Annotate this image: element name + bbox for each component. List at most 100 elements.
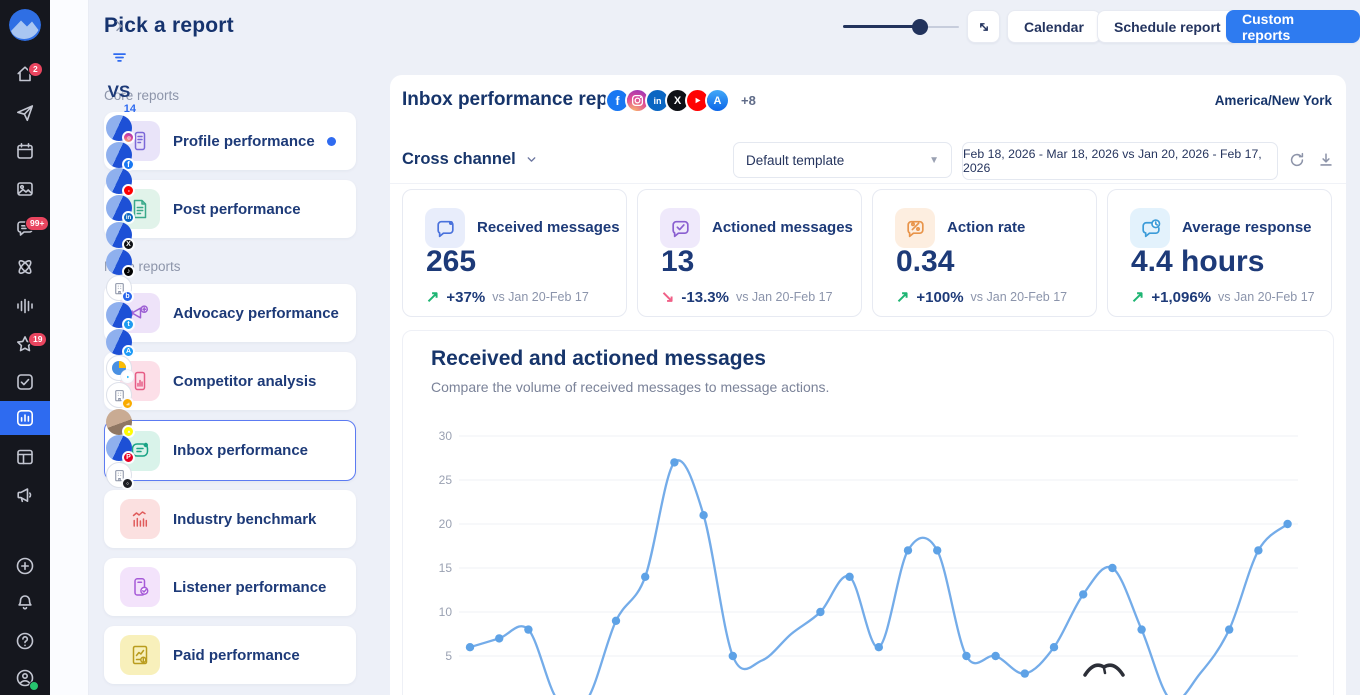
sidebar-item-help[interactable] [0, 624, 50, 658]
report-item-post-performance[interactable]: Post performance [104, 180, 356, 238]
kpi-comparison-label: vs Jan 20-Feb 17 [1218, 290, 1315, 304]
sidebar-item-publisher[interactable] [0, 96, 50, 130]
refresh-icon[interactable] [1288, 151, 1306, 169]
report-item-industry-benchmark[interactable]: Industry benchmark [104, 490, 356, 548]
report-item-label: Post performance [173, 200, 301, 218]
report-item-tile [120, 635, 160, 675]
profile-avatar-app-store[interactable]: A [106, 329, 135, 358]
chart-title: Received and actioned messages [431, 347, 766, 370]
chart-module: Received and actioned messages Compare t… [402, 330, 1334, 695]
vs-comparison-label[interactable]: VS [107, 82, 131, 101]
panel-title: Pick a report [104, 14, 234, 37]
linkedin-icon: in [647, 90, 668, 111]
sidebar-item-notifications[interactable] [0, 586, 50, 620]
chevron-right-icon [116, 20, 123, 32]
sidebar-item-home[interactable] [0, 57, 50, 91]
brand-logo[interactable] [9, 9, 41, 41]
template-select[interactable]: Default template ▼ [733, 142, 952, 178]
profile-avatar-twitter[interactable]: t [106, 302, 135, 331]
sidebar-item-media-library[interactable] [0, 172, 50, 206]
report-item-profile-performance[interactable]: Profile performance [104, 112, 356, 170]
filter-icon [112, 52, 126, 62]
sidebar-item-dashboards[interactable] [0, 440, 50, 474]
notifications-icon [18, 595, 32, 610]
custom-reports-button[interactable]: Custom reports [1226, 10, 1360, 43]
report-item-inbox-performance[interactable]: Inbox performance [104, 420, 356, 481]
report-item-listener-performance[interactable]: Listener performance [104, 558, 356, 616]
sidebar-item-ads[interactable] [0, 478, 50, 512]
sidebar-item-calendar[interactable] [0, 134, 50, 168]
kpi-comparison-label: vs Jan 20-Feb 17 [492, 290, 589, 304]
report-content-card: Inbox performance report f in X A +8 America… [390, 75, 1346, 695]
kpi-value: 0.34 [896, 245, 955, 278]
publisher-icon [17, 105, 34, 122]
svg-text:20: 20 [439, 517, 453, 531]
svg-text:10: 10 [439, 605, 453, 619]
line-chart[interactable]: 30 25 20 15 10 5 [403, 416, 1335, 695]
report-item-paid-performance[interactable]: Paid performance [104, 626, 356, 684]
trend-up-arrow-icon: ↗ [426, 289, 440, 306]
svg-text:30: 30 [439, 429, 453, 443]
slider-track-empty [920, 25, 959, 28]
sidebar-item-account[interactable] [0, 661, 50, 695]
report-item-advocacy-performance[interactable]: Advocacy performance [104, 284, 356, 342]
sidebar-item-reports[interactable] [0, 401, 50, 435]
notification-dot [327, 136, 336, 146]
svg-text:5: 5 [445, 649, 452, 663]
sidebar-item-listening[interactable] [0, 289, 50, 323]
profile-avatar-google-analytics[interactable] [106, 382, 134, 410]
download-icon[interactable] [1317, 151, 1335, 169]
profile-avatar-pinterest[interactable]: P [106, 435, 135, 464]
chat-percent-icon [906, 220, 924, 237]
report-item-label: Industry benchmark [173, 510, 317, 528]
profile-avatar-facebook[interactable]: f [106, 142, 135, 171]
profile-avatar-instagram[interactable] [106, 115, 135, 144]
chart-subtitle: Compare the volume of received messages … [431, 379, 830, 395]
online-status-dot [29, 681, 39, 691]
profile-avatar-tiktok[interactable]: ♪ [106, 249, 135, 278]
company-dark-icon: ◦ [121, 477, 134, 490]
profile-avatar-youtube[interactable] [106, 168, 135, 197]
kpi-value: 13 [661, 245, 695, 278]
profiles-filter-button[interactable] [106, 44, 132, 70]
report-item-label: Profile performance [173, 132, 315, 150]
slider-knob[interactable] [912, 18, 928, 35]
sidebar-item-add[interactable] [0, 549, 50, 583]
kpi-title: Average response [1182, 219, 1312, 236]
divider [390, 183, 1346, 184]
profile-avatar-snapchat[interactable] [106, 409, 135, 438]
schedule-report-button[interactable]: Schedule report [1097, 10, 1238, 43]
sidebar-item-automation[interactable] [0, 250, 50, 284]
kpi-delta: ↘ -13.3% vs Jan 20-Feb 17 [661, 287, 833, 307]
report-item-tile [120, 499, 160, 539]
profile-avatar-company-dark[interactable]: ◦ [106, 462, 134, 490]
chevron-down-icon [527, 157, 536, 162]
trend-up-arrow-icon: ↗ [896, 289, 910, 306]
sidebar-item-tasks[interactable] [0, 365, 50, 399]
kpi-tile [1130, 208, 1170, 248]
expand-button[interactable] [967, 10, 1000, 43]
profiles-rail: VS 14 f in X ♪ b t A P ◦ [50, 0, 136, 695]
tiktok-icon: ♪ [122, 265, 135, 278]
report-item-competitor-analysis[interactable]: Competitor analysis [104, 352, 356, 410]
calendar-button[interactable]: Calendar [1007, 10, 1101, 43]
svg-text:25: 25 [439, 473, 453, 487]
chat-dot-icon [436, 220, 454, 237]
collapse-panel-button[interactable] [106, 13, 132, 39]
date-range-picker[interactable]: Feb 18, 2026 - Mar 18, 2026 vs Jan 20, 2… [962, 142, 1278, 180]
profile-avatar-company-blue[interactable]: b [106, 275, 134, 303]
kpi-card-received-messages: Received messages 265 ↗ +37% vs Jan 20-F… [402, 189, 627, 317]
profile-avatar-google-play[interactable] [106, 355, 134, 383]
profile-avatar-x[interactable]: X [106, 222, 135, 251]
kpi-comparison-label: vs Jan 20-Feb 17 [970, 290, 1068, 304]
snapchat-icon [122, 425, 135, 438]
instagram-icon [627, 90, 648, 111]
svg-text:15: 15 [439, 561, 453, 575]
caret-down-icon: ▼ [929, 154, 939, 166]
channel-dropdown[interactable]: Cross channel [402, 150, 538, 169]
zoom-slider[interactable] [843, 10, 959, 43]
kpi-card-action-rate: Action rate 0.34 ↗ +100% vs Jan 20-Feb 1… [872, 189, 1097, 317]
profile-avatar-linkedin[interactable]: in [106, 195, 135, 224]
expand-icon [979, 22, 988, 31]
dashboards-icon [17, 449, 33, 465]
